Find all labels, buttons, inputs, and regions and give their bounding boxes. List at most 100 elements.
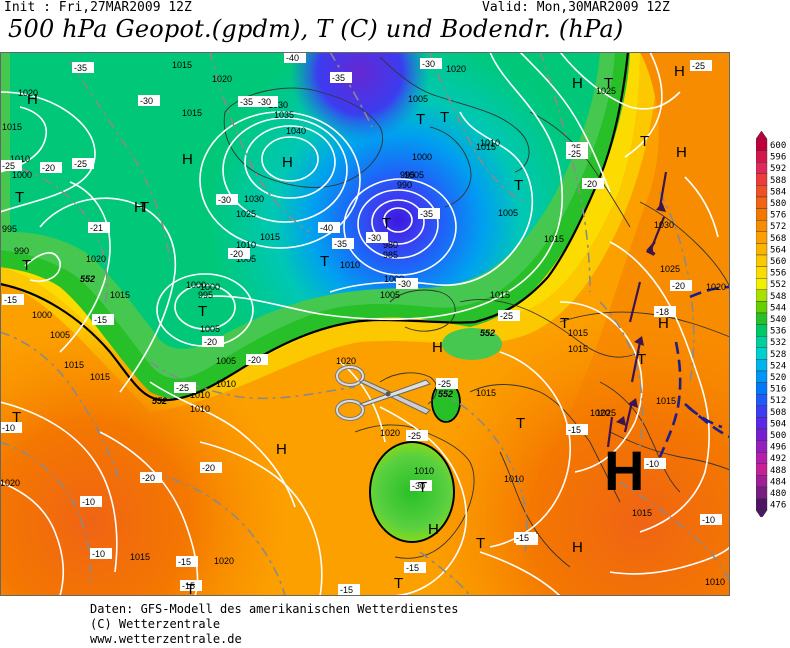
temp-box: -25	[498, 310, 520, 321]
temp-box: -25	[72, 158, 94, 169]
cutoff-552-line	[369, 441, 455, 543]
temp-label: -20	[202, 463, 215, 473]
small-green-cell	[432, 382, 460, 422]
geopotential-label: 552	[480, 328, 495, 338]
pressure-label: 1015	[2, 122, 22, 132]
pressure-label: 1005	[216, 356, 236, 366]
pressure-label: 1020	[212, 74, 232, 84]
temp-label: -10	[646, 459, 659, 469]
color-scale-label: 548	[770, 292, 786, 302]
pressure-label: 1005	[404, 170, 424, 180]
pressure-label: 1015	[64, 360, 84, 370]
pressure-label: 1000	[384, 274, 404, 284]
pressure-label: 1015	[476, 388, 496, 398]
temp-label: -15	[4, 295, 17, 305]
pressure-label: 1020	[706, 282, 726, 292]
pressure-label: 1010	[190, 390, 210, 400]
color-scale-swatch	[755, 185, 768, 198]
color-scale-swatch	[755, 452, 768, 465]
temp-box: -20	[40, 162, 62, 173]
color-scale-swatch	[755, 382, 768, 395]
high-marker: H	[428, 521, 439, 538]
pressure-label: 980	[383, 240, 398, 250]
temp-box: -15	[180, 580, 202, 591]
color-scale-swatch	[755, 231, 768, 244]
temp-box: -20	[246, 354, 268, 365]
map-frame	[0, 52, 730, 596]
pressure-label: 1015	[110, 290, 130, 300]
temp-box: -15	[176, 556, 198, 567]
color-scale-legend: 600 596 592 588 584 580 576 572 568 564 560 556 552 5…	[755, 130, 790, 519]
trough-lines-2	[689, 285, 730, 299]
pressure-label: 1010	[10, 154, 30, 164]
pressure-label: 1015	[260, 232, 280, 242]
temp-label: -10	[82, 497, 95, 507]
color-scale-label: 536	[770, 327, 786, 337]
high-marker: H	[658, 315, 669, 332]
temp-label: -35	[332, 73, 345, 83]
chart-title: 500 hPa Geopot.(gpdm), T (C) und Bodendr…	[8, 15, 624, 43]
low-marker: T	[516, 415, 525, 432]
pressure-label: 1010	[340, 260, 360, 270]
color-scale-label: 496	[770, 443, 786, 453]
geopotential-552-line	[0, 52, 630, 402]
pressure-label: 1025	[596, 86, 616, 96]
temp-box: -30	[396, 278, 418, 289]
color-scale-label: 476	[770, 501, 786, 511]
temp-box: -20	[200, 462, 222, 473]
temp-label: -25	[74, 159, 87, 169]
color-scale-swatch	[755, 486, 768, 499]
temp-box: -20	[582, 178, 604, 189]
temp-box: -15	[92, 314, 114, 325]
high-marker: H	[182, 151, 193, 168]
low-marker: T	[22, 257, 31, 274]
low-marker: T	[418, 479, 427, 496]
temp-label: -35	[420, 209, 433, 219]
pressure-label: 1000	[32, 310, 52, 320]
low-marker: T	[640, 133, 649, 150]
color-scale-label: 596	[770, 153, 786, 163]
pressure-label: 1025	[596, 408, 616, 418]
color-scale-label: 572	[770, 222, 786, 232]
temp-box: -10	[644, 458, 666, 469]
temp-label: -20	[142, 473, 155, 483]
temp-label: -15	[178, 557, 191, 567]
temp-box: -30	[256, 96, 278, 107]
color-scale-label: 588	[770, 176, 786, 186]
pressure-label: 1015	[568, 328, 588, 338]
color-scale-swatch	[755, 498, 768, 511]
high-marker: H	[674, 63, 685, 80]
pressure-label: 1015	[568, 344, 588, 354]
pressure-label: 1000	[200, 282, 220, 292]
scissors-icon	[335, 365, 431, 421]
temp-box: -10	[0, 422, 22, 433]
temp-box: -20	[140, 472, 162, 483]
pressure-label: 1020	[0, 478, 20, 488]
low-marker: T	[12, 409, 21, 426]
pressure-label: 1005	[200, 324, 220, 334]
temp-label: -15	[406, 563, 419, 573]
pressure-label: 1015	[172, 60, 192, 70]
low-marker: T	[604, 75, 613, 92]
pressure-label: 990	[14, 246, 29, 256]
geopotential-label-group: 552 552 552 552	[80, 274, 495, 406]
weather-map: 1020 1015 1015 1010 1000 995 990 1020 10…	[0, 52, 730, 596]
temp-label: -20	[672, 281, 685, 291]
temp-label: -40	[320, 223, 333, 233]
low-marker: T	[514, 177, 523, 194]
temp-box: -25	[0, 160, 22, 171]
color-scale-swatch	[755, 324, 768, 337]
temp-box: -25	[406, 430, 428, 441]
credit-line-data-source: Daten: GFS-Modell des amerikanischen Wet…	[90, 602, 459, 616]
temp-label: -20	[230, 249, 243, 259]
pressure-system-group: H H H H H H H H H H H H T T T T T T T T	[12, 63, 687, 596]
color-scale-swatch	[755, 463, 768, 476]
color-scale-label: 488	[770, 466, 786, 476]
pressure-label: 1015	[90, 372, 110, 382]
temp-label: -20	[584, 179, 597, 189]
color-scale-swatch	[755, 347, 768, 360]
temp-label: -18	[656, 307, 669, 317]
pressure-label: 995	[400, 170, 415, 180]
color-scale-swatch	[755, 312, 768, 325]
color-scale-label: 564	[770, 245, 786, 255]
